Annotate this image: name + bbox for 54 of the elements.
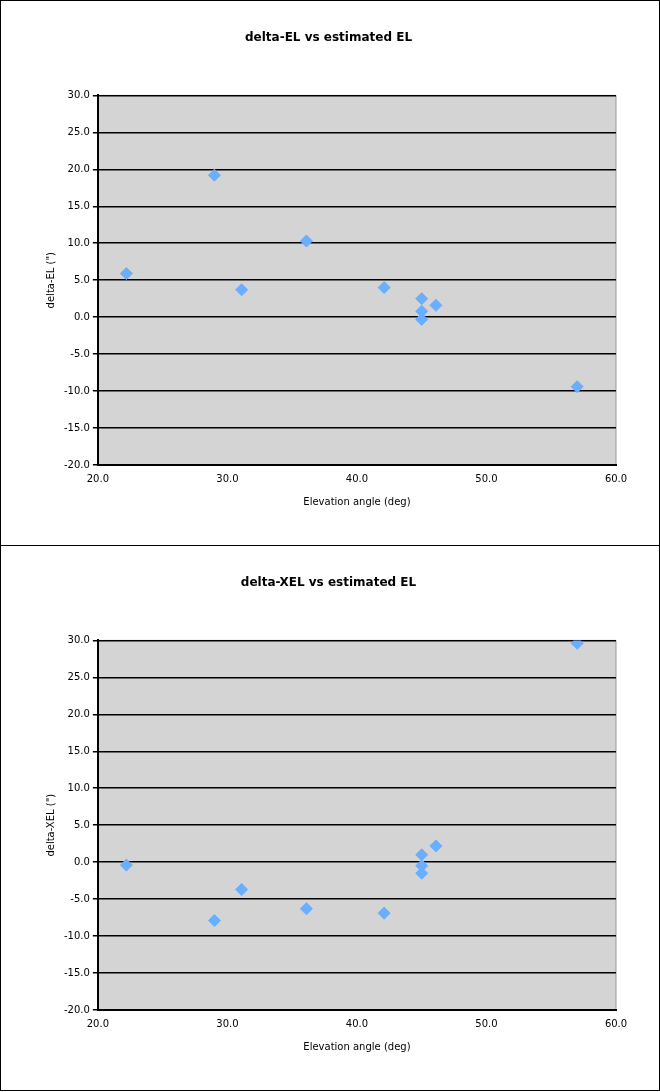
y-tick-label: 0.0 xyxy=(73,855,90,867)
x-tick-label: 30.0 xyxy=(216,1017,239,1029)
y-tick-label: 10.0 xyxy=(67,781,90,793)
point xyxy=(207,168,221,182)
y-tick-label: 10.0 xyxy=(67,236,90,248)
point xyxy=(415,848,429,862)
point xyxy=(299,234,313,248)
y-tick-label: -5.0 xyxy=(70,347,90,359)
y-tick-label: 30.0 xyxy=(67,633,90,645)
point xyxy=(119,267,133,281)
point xyxy=(207,914,221,928)
chart-title: delta-XEL vs estimated EL xyxy=(240,575,417,590)
x-tick-label: 30.0 xyxy=(216,472,239,484)
y-tick-label: -5.0 xyxy=(70,892,90,904)
y-tick-label: -10.0 xyxy=(64,929,90,941)
y-tick-label: 15.0 xyxy=(67,199,90,211)
x-tick-label: 50.0 xyxy=(475,1017,498,1029)
point xyxy=(570,640,584,650)
x-tick-label: 20.0 xyxy=(86,1017,110,1029)
point xyxy=(377,906,391,920)
point xyxy=(570,380,584,394)
y-tick-label: 20.0 xyxy=(67,162,90,174)
x-axis-title: Elevation angle (deg) xyxy=(303,1040,411,1052)
x-tick-label: 40.0 xyxy=(345,472,369,484)
point xyxy=(377,281,391,295)
x-tick-label: 40.0 xyxy=(345,1017,369,1029)
y-tick-label: 5.0 xyxy=(73,273,90,285)
point xyxy=(235,883,249,897)
point xyxy=(299,902,313,916)
chart-title: delta-EL vs estimated EL xyxy=(244,30,413,45)
point xyxy=(235,283,249,297)
y-tick-label: -15.0 xyxy=(64,421,90,433)
y-tick-label: 0.0 xyxy=(73,310,90,322)
point xyxy=(429,839,443,853)
y-tick-label: -20.0 xyxy=(64,1003,90,1015)
x-tick-label: 60.0 xyxy=(604,472,628,484)
x-tick-label: 60.0 xyxy=(604,1017,628,1029)
y-tick-label: 25.0 xyxy=(67,670,90,682)
y-tick-label: 20.0 xyxy=(67,707,90,719)
point xyxy=(415,292,429,306)
y-axis-title: delta-EL (") xyxy=(44,251,56,309)
point xyxy=(119,858,133,872)
x-tick-label: 50.0 xyxy=(475,472,498,484)
y-tick-label: -20.0 xyxy=(64,458,90,470)
y-tick-label: -15.0 xyxy=(64,966,90,978)
y-tick-label: 30.0 xyxy=(67,88,90,100)
y-tick-label: 5.0 xyxy=(73,818,90,830)
y-axis-title: delta-XEL (") xyxy=(44,793,56,857)
x-tick-label: 20.0 xyxy=(86,472,110,484)
y-tick-label: 15.0 xyxy=(67,744,90,756)
x-axis-title: Elevation angle (deg) xyxy=(303,495,411,507)
point xyxy=(429,298,443,312)
y-tick-label: -10.0 xyxy=(64,384,90,396)
y-tick-label: 25.0 xyxy=(67,125,90,137)
